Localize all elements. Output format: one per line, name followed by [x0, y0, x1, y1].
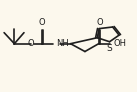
Text: O: O	[38, 18, 45, 27]
Text: NH: NH	[56, 39, 69, 48]
Text: O: O	[28, 39, 34, 48]
Text: OH: OH	[113, 39, 126, 48]
Text: S: S	[107, 44, 112, 53]
Text: O: O	[96, 18, 103, 27]
